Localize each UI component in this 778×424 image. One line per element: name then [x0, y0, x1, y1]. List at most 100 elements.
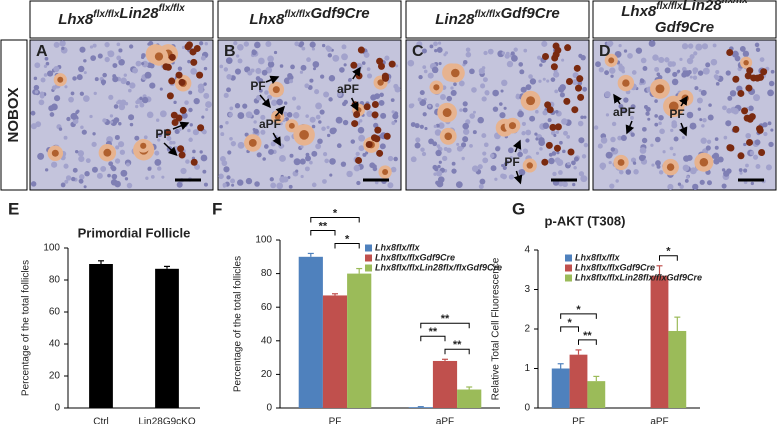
stained-nucleus [371, 111, 379, 119]
cell [91, 141, 97, 147]
cell [711, 154, 717, 159]
cell [682, 70, 687, 75]
cell [620, 134, 627, 142]
cell [134, 135, 140, 141]
cell [552, 171, 557, 177]
cell [513, 47, 518, 52]
cell [689, 167, 697, 175]
cell [355, 151, 360, 156]
stained-nucleus [554, 123, 562, 131]
cell [227, 150, 232, 155]
cell [34, 90, 39, 94]
cell [487, 48, 494, 55]
significance-bracket [444, 348, 470, 355]
cell [538, 79, 542, 83]
cell [548, 152, 553, 157]
cell [314, 89, 320, 95]
cell [223, 92, 229, 99]
cell [358, 119, 363, 123]
stained-nucleus [388, 60, 396, 68]
cell [341, 88, 346, 93]
cell [247, 70, 253, 76]
cell [299, 158, 306, 165]
bar [322, 295, 348, 408]
cell [700, 137, 707, 144]
cell [465, 51, 472, 58]
cell [481, 96, 487, 102]
panel-letter: A [36, 43, 48, 60]
arrow [275, 105, 286, 117]
cell [523, 48, 528, 53]
cell [608, 40, 614, 46]
cell [770, 128, 774, 132]
significance-bracket [578, 339, 597, 345]
cell [147, 166, 152, 171]
cell [483, 142, 489, 148]
cell [554, 89, 559, 94]
cell [79, 91, 85, 96]
stained-nucleus [168, 53, 176, 61]
cell [654, 99, 658, 103]
cell [305, 155, 312, 162]
cell [572, 79, 578, 85]
cell [114, 134, 120, 141]
cell [677, 182, 682, 186]
cell [657, 74, 663, 80]
y-tick-label: 80 [49, 275, 61, 286]
stained-nucleus [726, 48, 734, 56]
cell [683, 155, 690, 162]
cell [450, 89, 457, 97]
cell [699, 179, 705, 185]
arrow [259, 94, 271, 109]
cell [48, 105, 55, 112]
cell [679, 184, 684, 189]
cell [610, 74, 614, 78]
significance-bracket [659, 255, 678, 261]
cell [44, 168, 49, 172]
cell [107, 173, 111, 178]
cell [706, 180, 712, 186]
cell [291, 96, 297, 101]
cell [428, 104, 432, 108]
y-axis-label: Relative Total Cell Fluorescence [491, 257, 502, 400]
cell [328, 97, 333, 102]
header-part: Lhx8 [621, 3, 657, 20]
annotation: PF [155, 127, 170, 141]
cell [119, 149, 126, 155]
cell [120, 77, 127, 85]
cell [311, 47, 316, 51]
cell [583, 115, 587, 119]
cell [254, 41, 261, 49]
cell [341, 44, 347, 50]
cell [501, 51, 506, 55]
x-tick-label: Lin28G9cKO [138, 417, 195, 424]
cell [701, 43, 709, 50]
bar [587, 381, 606, 408]
cell [379, 92, 384, 98]
cell [192, 129, 199, 136]
cell [64, 85, 68, 89]
cell [154, 150, 160, 156]
cell [38, 99, 45, 106]
cell [518, 62, 524, 67]
cell [654, 136, 661, 143]
nucleus [444, 132, 453, 141]
stained-nucleus [171, 119, 179, 127]
panel-header: Lhx8flx/flxLin28flx/flx [621, 0, 748, 20]
cell [260, 114, 266, 120]
cell [219, 124, 223, 129]
cell [251, 49, 257, 56]
cell [492, 106, 499, 112]
cell [732, 108, 739, 115]
cell [435, 103, 440, 108]
cell [583, 142, 589, 148]
cell [640, 57, 647, 64]
stained-nucleus [179, 106, 187, 114]
cell [258, 57, 265, 65]
stained-nucleus [737, 89, 745, 97]
cell [83, 95, 90, 102]
cell [340, 161, 347, 167]
arrow [272, 132, 281, 147]
cell [390, 98, 395, 103]
cell [53, 41, 60, 48]
